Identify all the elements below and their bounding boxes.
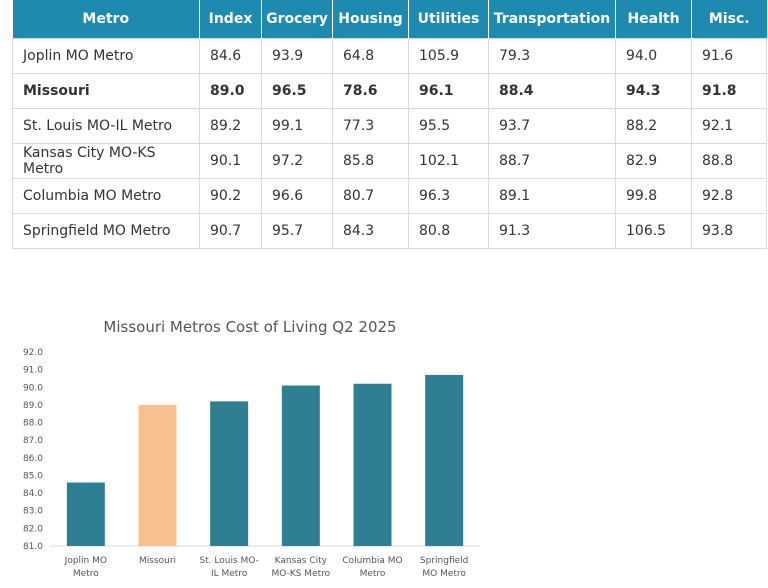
table-row: Springfield MO Metro 90.7 95.7 84.3 80.8 91.3…: [12, 213, 767, 249]
y-tick-label: 82.0: [23, 524, 43, 534]
value-cell: 88.4: [488, 73, 616, 109]
bar: [353, 383, 392, 546]
value-cell: 89.0: [199, 73, 262, 109]
chart-title: Missouri Metros Cost of Living Q2 2025: [103, 318, 396, 336]
y-tick-label: 87.0: [23, 436, 43, 446]
column-header: Health: [615, 0, 692, 39]
value-cell: 88.7: [488, 143, 616, 179]
bars: [66, 374, 464, 546]
value-cell: 88.2: [615, 108, 692, 144]
column-header: Transportation: [488, 0, 616, 39]
value-cell: 84.3: [332, 213, 409, 249]
y-tick-label: 92.0: [23, 348, 43, 358]
bar-chart: Missouri Metros Cost of Living Q2 2025 8…: [23, 318, 480, 579]
x-category-label: St. Louis MO-IL Metro: [199, 556, 258, 579]
table-row: St. Louis MO-IL Metro 89.2 99.1 77.3 95.5 93.…: [12, 108, 767, 144]
bar: [425, 374, 464, 546]
column-header: Index: [199, 0, 262, 39]
cost-of-living-table: Metro Index Grocery Housing Utilities Transpo…: [12, 0, 767, 249]
value-cell: 91.8: [691, 73, 767, 109]
y-tick-label: 86.0: [23, 454, 43, 464]
metro-name-cell: Joplin MO Metro: [12, 38, 200, 74]
value-cell: 94.3: [615, 73, 692, 109]
value-cell: 99.1: [261, 108, 333, 144]
table-row: Columbia MO Metro 90.2 96.6 80.7 96.3 89.1 99.…: [12, 178, 767, 214]
value-cell: 80.7: [332, 178, 409, 214]
y-axis: 81.0 82.0 83.0 84.0 85.0 86.0 87.0 88.0 89.0 90.0…: [23, 348, 480, 552]
value-cell: 93.8: [691, 213, 767, 249]
value-cell: 92.8: [691, 178, 767, 214]
value-cell: 95.7: [261, 213, 333, 249]
value-cell: 94.0: [615, 38, 692, 74]
y-tick-label: 84.0: [23, 489, 43, 499]
value-cell: 64.8: [332, 38, 409, 74]
y-tick-label: 81.0: [23, 542, 43, 552]
table-row: Joplin MO Metro 84.6 93.9 64.8 105.9 79.3 94.0…: [12, 38, 767, 74]
bar: [281, 385, 320, 546]
x-category-label: Springfield MO Metro: [420, 556, 468, 579]
value-cell: 102.1: [408, 143, 489, 179]
y-tick-label: 85.0: [23, 471, 43, 481]
value-cell: 92.1: [691, 108, 767, 144]
table-row: Kansas City MO-KS Metro 90.1 97.2 85.8 102.1…: [12, 143, 767, 179]
value-cell: 93.9: [261, 38, 333, 74]
column-header: Misc.: [691, 0, 767, 39]
y-tick-label: 90.0: [23, 383, 43, 393]
value-cell: 93.7: [488, 108, 616, 144]
metro-name-cell: Springfield MO Metro: [12, 213, 200, 249]
value-cell: 96.5: [261, 73, 333, 109]
value-cell: 105.9: [408, 38, 489, 74]
column-header: Grocery: [261, 0, 333, 39]
y-tick-label: 83.0: [23, 507, 43, 517]
value-cell: 90.2: [199, 178, 262, 214]
value-cell: 77.3: [332, 108, 409, 144]
metro-name-cell: St. Louis MO-IL Metro: [12, 108, 200, 144]
value-cell: 96.1: [408, 73, 489, 109]
column-header: Metro: [12, 0, 200, 39]
x-category-label: Kansas City MO-KS Metro: [271, 556, 330, 579]
value-cell: 96.6: [261, 178, 333, 214]
value-cell: 79.3: [488, 38, 616, 74]
table-row: Missouri 89.0 96.5 78.6 96.1 88.4 94.3 91.8: [12, 73, 767, 109]
value-cell: 106.5: [615, 213, 692, 249]
value-cell: 84.6: [199, 38, 262, 74]
column-header: Housing: [332, 0, 409, 39]
y-tick-label: 89.0: [23, 401, 43, 411]
value-cell: 90.7: [199, 213, 262, 249]
bar: [66, 482, 105, 546]
y-tick-label: 88.0: [23, 419, 43, 429]
value-cell: 99.8: [615, 178, 692, 214]
value-cell: 82.9: [615, 143, 692, 179]
table-header-row: Metro Index Grocery Housing Utilities Transpo…: [12, 0, 767, 39]
y-tick-label: 91.0: [23, 366, 43, 376]
metro-name-cell: Columbia MO Metro: [12, 178, 200, 214]
value-cell: 95.5: [408, 108, 489, 144]
value-cell: 90.1: [199, 143, 262, 179]
x-category-label: Joplin MO Metro: [64, 556, 107, 579]
value-cell: 96.3: [408, 178, 489, 214]
bar: [138, 404, 177, 546]
x-axis-labels: Joplin MO Metro Missouri St. Louis MO-IL Me…: [64, 556, 469, 579]
value-cell: 89.1: [488, 178, 616, 214]
bar: [210, 401, 249, 546]
value-cell: 91.3: [488, 213, 616, 249]
value-cell: 80.8: [408, 213, 489, 249]
value-cell: 91.6: [691, 38, 767, 74]
value-cell: 85.8: [332, 143, 409, 179]
metro-name-cell: Missouri: [12, 73, 200, 109]
x-category-label: Columbia MO Metro: [342, 556, 402, 579]
value-cell: 97.2: [261, 143, 333, 179]
value-cell: 78.6: [332, 73, 409, 109]
value-cell: 89.2: [199, 108, 262, 144]
x-category-label: Missouri: [139, 556, 176, 566]
metro-name-cell: Kansas City MO-KS Metro: [12, 143, 200, 179]
column-header: Utilities: [408, 0, 489, 39]
table-body: Joplin MO Metro 84.6 93.9 64.8 105.9 79.3 94.0…: [12, 38, 767, 249]
value-cell: 88.8: [691, 143, 767, 179]
